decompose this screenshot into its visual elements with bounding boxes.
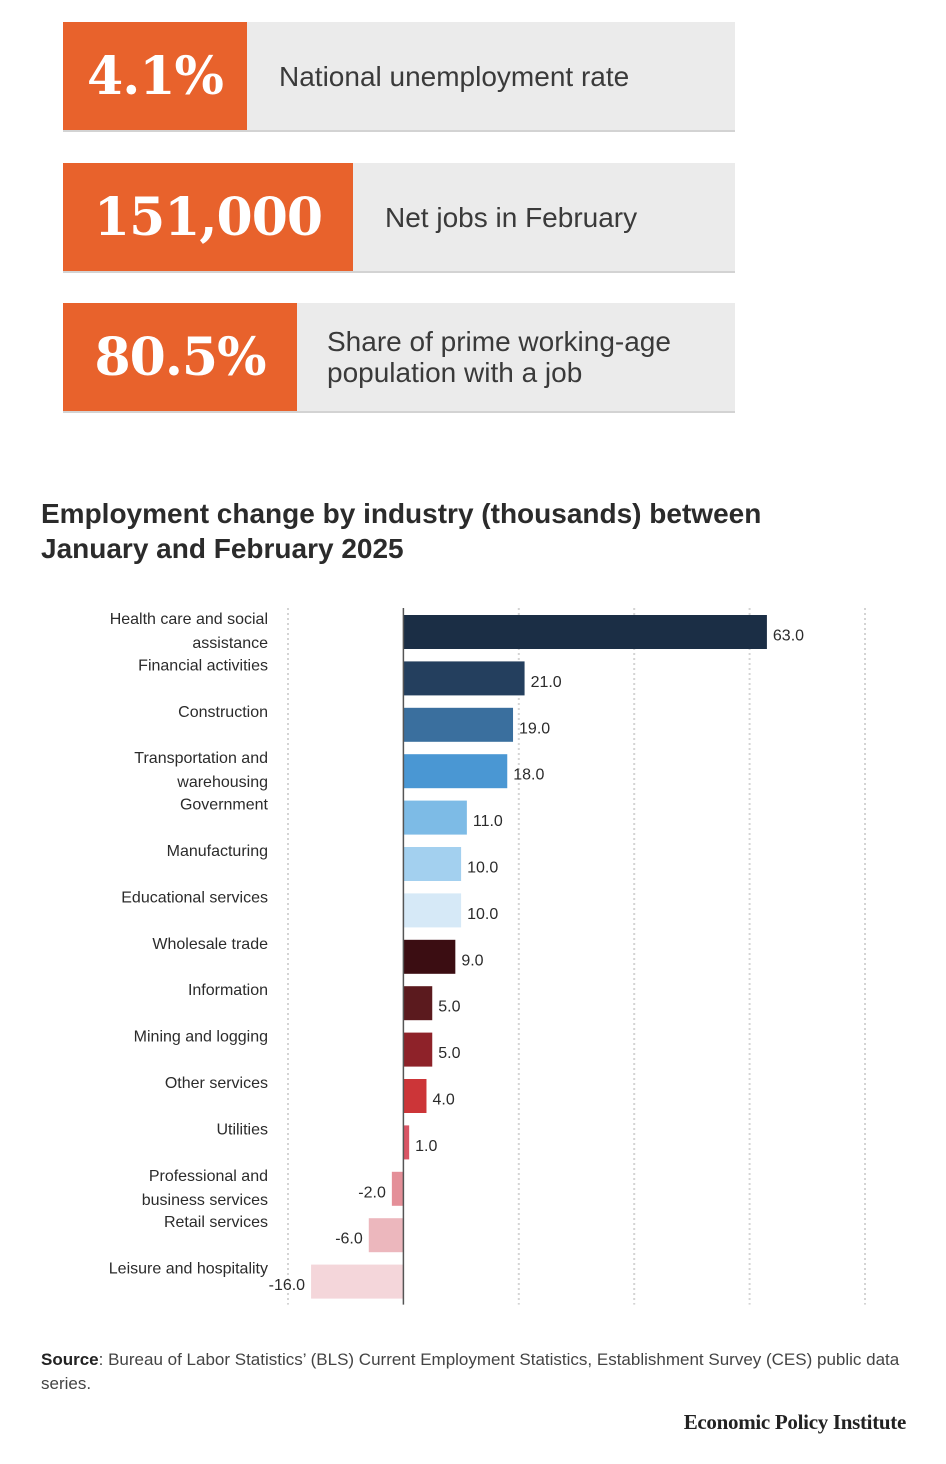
stat-label-net-jobs: Net jobs in February <box>385 201 638 233</box>
data-label: 19.0 <box>519 720 550 737</box>
bar <box>403 986 433 1021</box>
category-label-line: Other services <box>165 1075 268 1092</box>
data-label: 63.0 <box>773 628 804 645</box>
category-label: Government <box>180 797 269 814</box>
category-label: Information <box>188 982 268 999</box>
category-label-line: Manufacturing <box>167 843 268 860</box>
stat-label-unemployment: National unemployment rate <box>279 60 630 92</box>
category-label: Construction <box>178 704 268 721</box>
bar <box>403 1032 433 1067</box>
category-label-line: Health care and social <box>110 611 268 628</box>
data-label: 10.0 <box>467 860 498 877</box>
bar <box>403 939 456 974</box>
stat-value-employment-share: 80.5% <box>63 303 297 411</box>
source-note: Source: Bureau of Labor Statistics’ (BLS… <box>41 1348 901 1396</box>
category-label-line: warehousing <box>176 774 268 791</box>
stat-value-unemployment: 4.1% <box>63 22 247 130</box>
category-label: Mining and logging <box>134 1029 268 1046</box>
chart-title: Employment change by industry (thousands… <box>41 498 762 564</box>
stat-value-net-jobs: 151,000 <box>63 163 353 271</box>
bar <box>391 1171 404 1206</box>
bar <box>403 847 462 881</box>
category-label-line: Utilities <box>216 1121 268 1138</box>
data-label: 18.0 <box>513 767 544 784</box>
stat-card-unemployment: 4.1% National unemployment rate <box>63 22 735 132</box>
category-label-line: Leisure and hospitality <box>109 1261 268 1278</box>
category-label-line: Retail services <box>164 1214 268 1231</box>
category-label-line: Mining and logging <box>134 1029 268 1046</box>
category-label-line: Professional and <box>149 1168 268 1185</box>
bar <box>403 1125 410 1160</box>
bar <box>403 1079 427 1113</box>
publisher-logo: Economic Policy Institute <box>683 1410 907 1434</box>
category-label-line: Financial activities <box>138 657 268 674</box>
category-label: Health care and social assistance <box>110 611 268 652</box>
category-label: Wholesale trade <box>152 936 268 953</box>
data-label: 1.0 <box>415 1138 437 1155</box>
bar-chart: 63.0 Health care and social assistance 21.0… <box>109 608 866 1305</box>
data-label: -16.0 <box>269 1277 306 1294</box>
data-label: 10.0 <box>467 906 498 923</box>
data-label: 21.0 <box>531 674 562 691</box>
bar <box>403 707 514 742</box>
data-label: 11.0 <box>473 813 503 830</box>
category-label: Professional and business services <box>142 1168 268 1209</box>
category-label: Financial activities <box>138 657 268 674</box>
stat-card-net-jobs: 151,000 Net jobs in February <box>63 163 735 273</box>
category-label-line: Educational services <box>121 889 268 906</box>
data-label: -6.0 <box>335 1231 363 1248</box>
bar <box>311 1264 404 1299</box>
bar <box>403 754 508 789</box>
data-label: -2.0 <box>358 1184 386 1201</box>
data-label: 5.0 <box>438 999 460 1016</box>
category-label-line: assistance <box>192 635 268 652</box>
bar <box>403 615 767 649</box>
category-label-line: Government <box>180 797 269 814</box>
category-label-line: Transportation and <box>134 750 268 767</box>
category-label-line: Wholesale trade <box>152 936 268 953</box>
category-label: Manufacturing <box>167 843 268 860</box>
bar <box>368 1218 404 1253</box>
category-label: Retail services <box>164 1214 268 1231</box>
bar <box>403 800 467 835</box>
category-label: Educational services <box>121 889 268 906</box>
source-text: : Bureau of Labor Statistics’ (BLS) Curr… <box>41 1350 900 1393</box>
bar <box>403 893 462 928</box>
data-label: 5.0 <box>438 1045 460 1062</box>
stat-label-employment-share: Share of prime working-age population wi… <box>327 326 671 388</box>
category-label-line: business services <box>142 1192 268 1209</box>
stat-card-employment-share: 80.5% Share of prime working-age populat… <box>63 303 735 413</box>
category-label: Transportation and warehousing <box>134 750 268 791</box>
bar <box>403 661 525 696</box>
category-label: Utilities <box>216 1121 268 1138</box>
category-label: Other services <box>165 1075 268 1092</box>
category-label-line: Information <box>188 982 268 999</box>
category-label-line: Construction <box>178 704 268 721</box>
category-label: Leisure and hospitality <box>109 1261 268 1278</box>
source-label: Source <box>41 1350 99 1369</box>
data-label: 4.0 <box>432 1092 454 1109</box>
data-label: 9.0 <box>461 952 483 969</box>
